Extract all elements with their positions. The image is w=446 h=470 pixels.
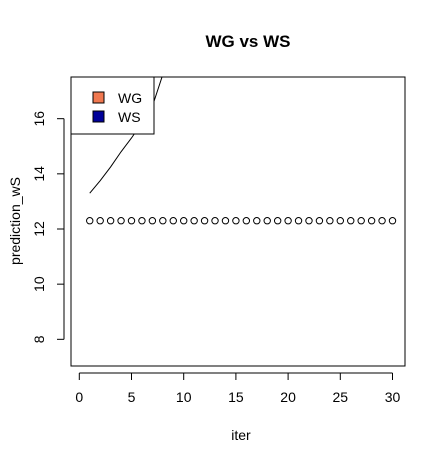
data-point: [347, 217, 355, 225]
data-point: [388, 217, 397, 225]
y-tick-label: 10: [31, 276, 47, 292]
legend-box: [70, 76, 155, 135]
plot-box: [70, 76, 406, 367]
data-point: [180, 217, 188, 225]
axes-layer: 0 5 10 15 20 25 30 8 10 12 14 16: [31, 111, 400, 405]
data-point: [138, 217, 146, 225]
data-point: [378, 217, 386, 225]
data-point: [211, 217, 219, 225]
x-tick-label: 25: [333, 389, 349, 405]
y-tick-label: 16: [31, 111, 47, 127]
x-tick-label: 0: [75, 389, 83, 405]
legend-swatch: [92, 110, 105, 123]
data-point: [357, 217, 365, 225]
x-tick-label: 20: [280, 389, 296, 405]
x-axis-label: iter: [231, 427, 251, 443]
legend-label: WG: [118, 90, 142, 106]
x-tick-label: 5: [128, 389, 136, 405]
data-point: [86, 217, 94, 225]
data-point: [315, 217, 324, 225]
x-tick-label: 15: [228, 389, 244, 405]
data-point: [273, 217, 282, 225]
data-point: [284, 217, 292, 225]
legend-label: WS: [118, 109, 141, 125]
data-point: [253, 217, 261, 225]
data-point: [294, 217, 303, 225]
y-axis-label: prediction_wS: [7, 177, 23, 265]
data-point: [127, 217, 136, 225]
data-point: [117, 217, 125, 225]
data-point: [169, 217, 177, 225]
data-point: [221, 217, 230, 225]
y-tick-label: 8: [31, 335, 47, 343]
data-point: [242, 217, 251, 225]
data-point: [200, 217, 209, 225]
data-point: [263, 217, 271, 225]
chart-title: WG vs WS: [205, 32, 290, 51]
data-point: [148, 217, 157, 225]
data-point: [190, 217, 198, 225]
data-point: [305, 217, 313, 225]
data-point: [106, 217, 115, 225]
x-tick-label: 10: [176, 389, 192, 405]
data-point: [367, 217, 376, 225]
y-tick-label: 14: [31, 166, 47, 182]
legend-swatch: [92, 91, 105, 104]
data-point: [336, 217, 344, 225]
legend: WG WS: [70, 76, 155, 135]
data-point: [232, 217, 240, 225]
data-point: [159, 217, 167, 225]
x-tick-label: 30: [385, 389, 401, 405]
data-point: [96, 217, 104, 225]
data-point: [326, 217, 334, 225]
y-tick-label: 12: [31, 221, 47, 237]
